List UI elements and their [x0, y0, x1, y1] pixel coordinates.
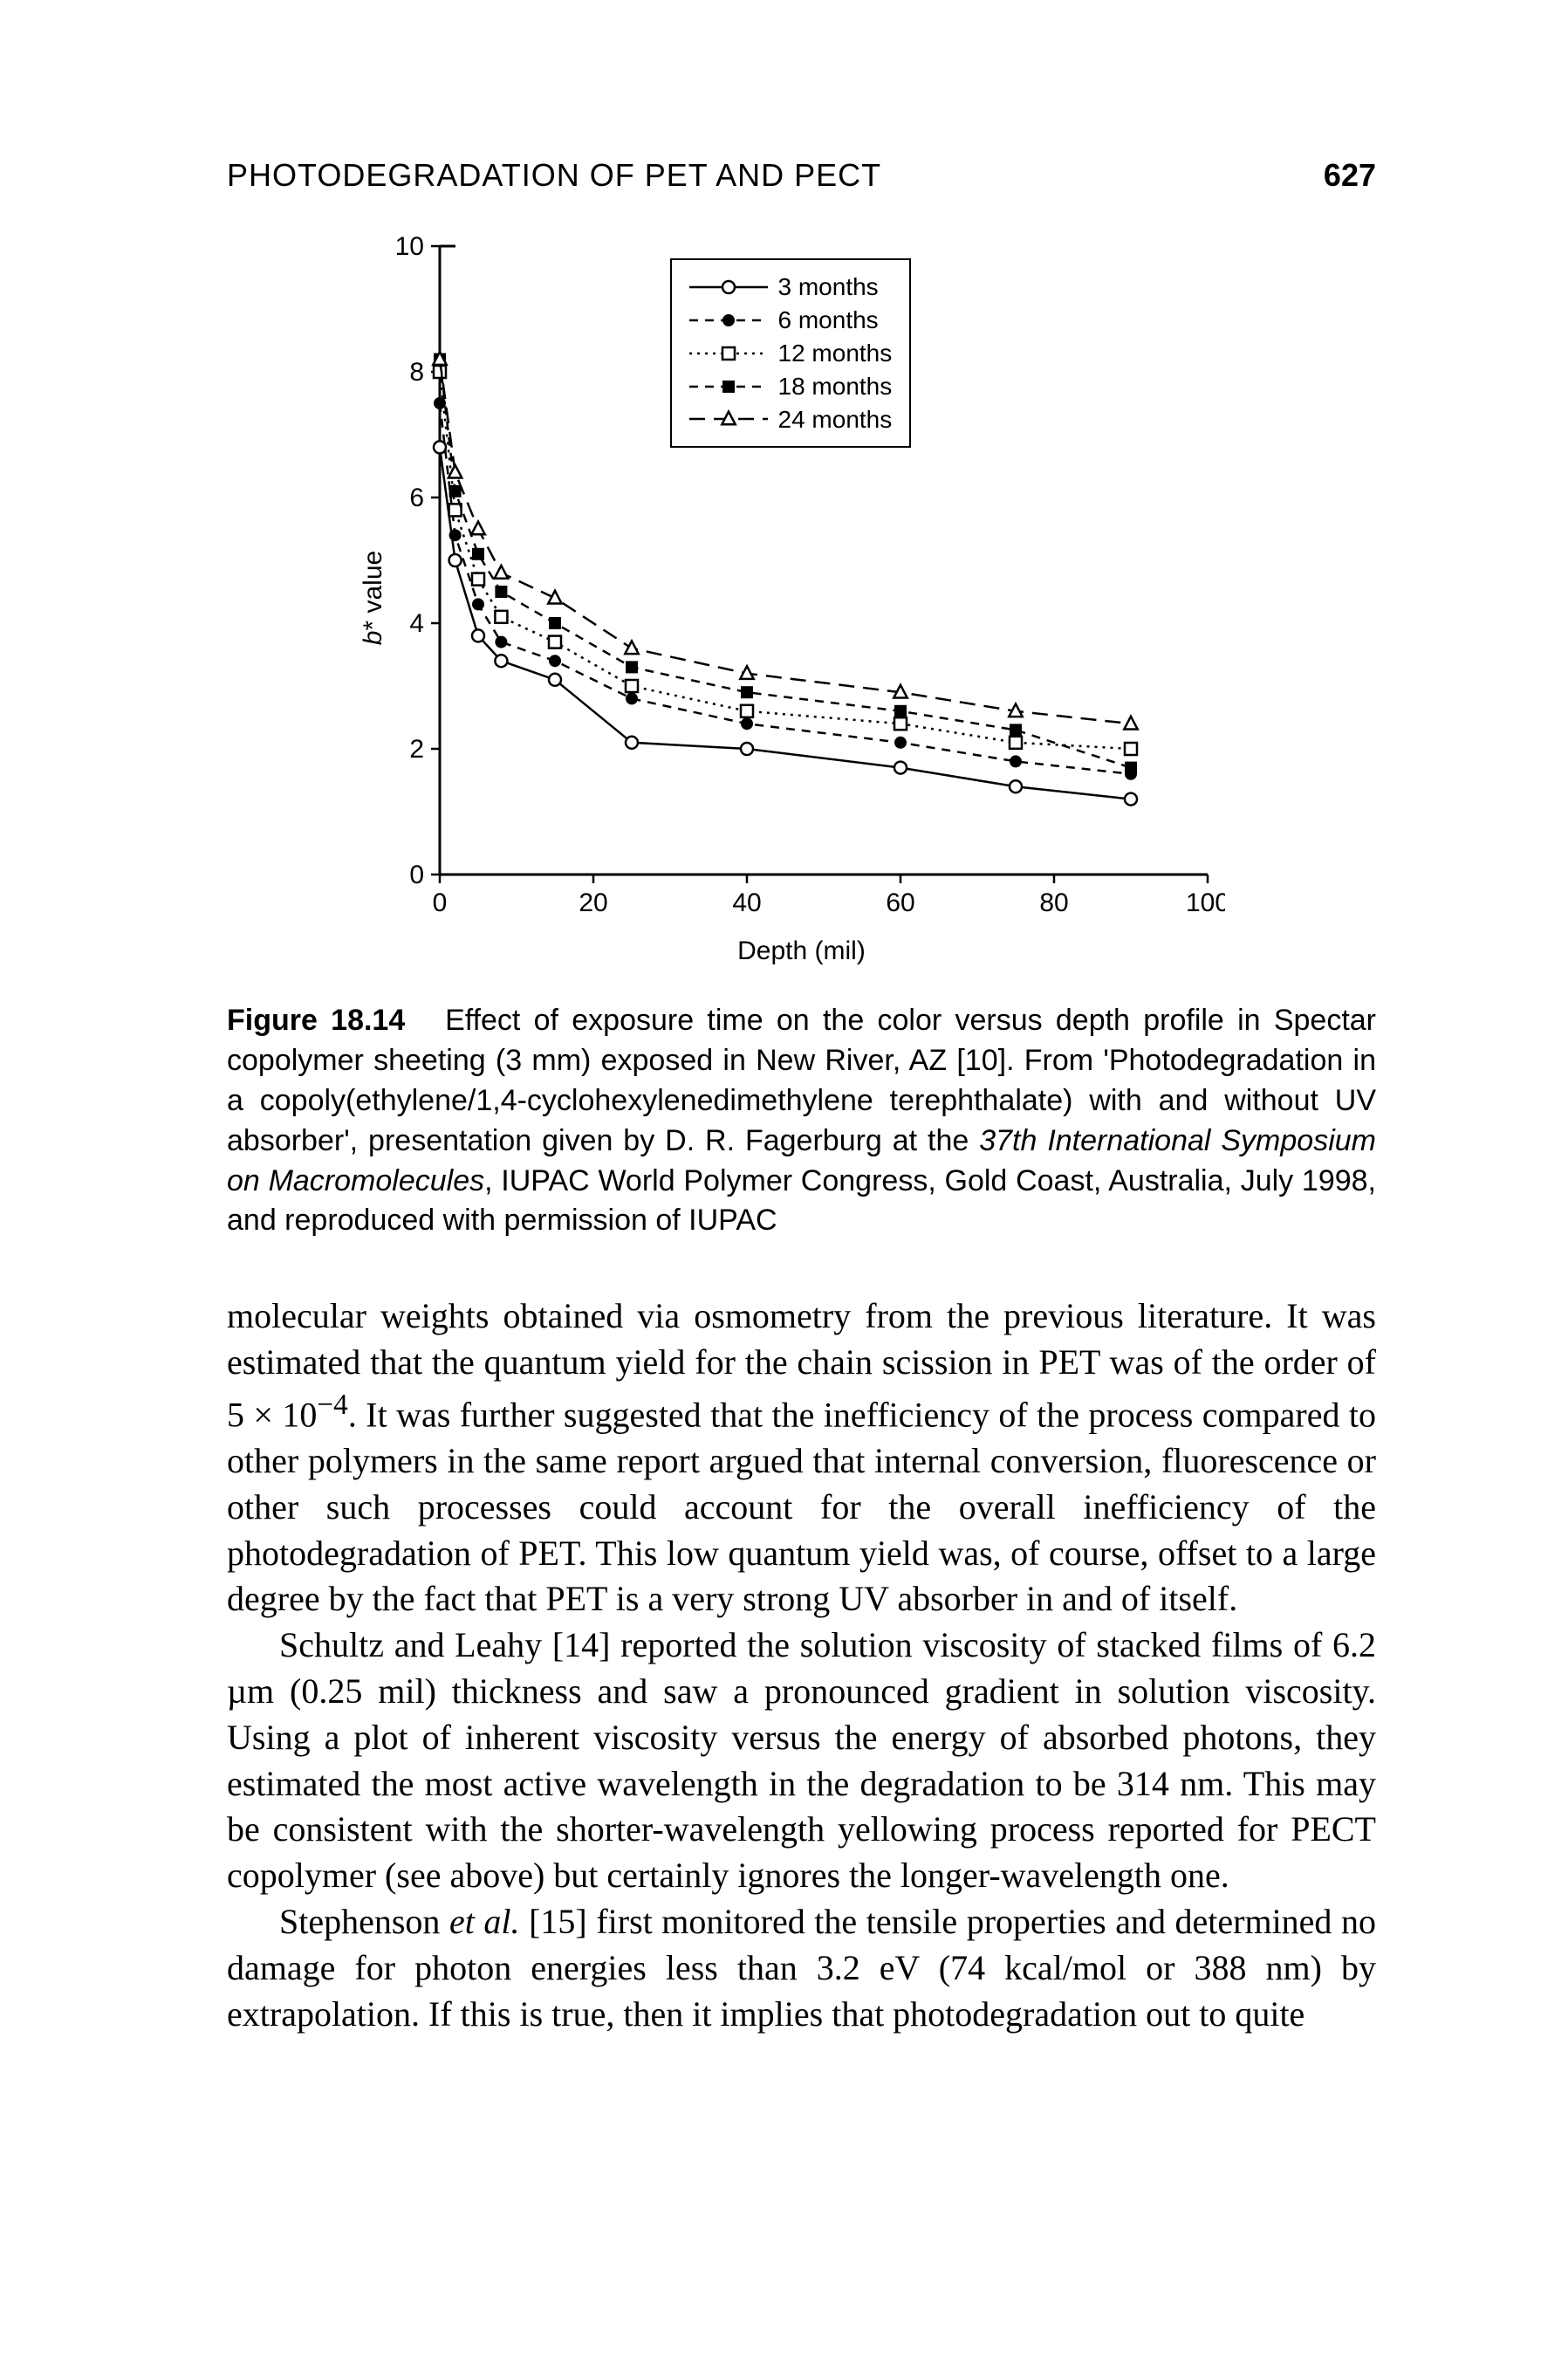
svg-text:10: 10 [394, 232, 423, 261]
legend-label: 12 months [778, 337, 893, 370]
page-number: 627 [1324, 157, 1376, 194]
legend-item: 18 months [689, 370, 893, 403]
legend-item: 12 months [689, 337, 893, 370]
svg-text:0: 0 [432, 888, 447, 917]
svg-text:40: 40 [732, 888, 761, 917]
svg-text:60: 60 [886, 888, 914, 917]
running-head: PHOTODEGRADATION OF PET AND PECT [227, 157, 881, 194]
figure-caption: Figure 18.14 Effect of exposure time on … [227, 1001, 1376, 1241]
body-text: molecular weights obtained via osmometry… [227, 1293, 1376, 2037]
figure-18-14-chart: b* value 0246810020406080100 Depth (mil)… [227, 229, 1376, 966]
paragraph-1: molecular weights obtained via osmometry… [227, 1293, 1376, 1622]
legend-label: 3 months [778, 271, 879, 304]
legend-item: 6 months [689, 304, 893, 337]
legend-item: 24 months [689, 403, 893, 436]
legend-label: 18 months [778, 370, 893, 403]
x-axis-label: Depth (mil) [379, 936, 1225, 966]
svg-text:20: 20 [579, 888, 607, 917]
svg-text:2: 2 [409, 735, 424, 764]
y-axis-label: b* value [359, 550, 388, 644]
svg-text:8: 8 [409, 358, 424, 387]
page-header: PHOTODEGRADATION OF PET AND PECT 627 [227, 157, 1376, 194]
figure-label: Figure 18.14 [227, 1004, 405, 1037]
svg-text:100: 100 [1185, 888, 1224, 917]
svg-text:6: 6 [409, 484, 424, 512]
svg-text:0: 0 [409, 861, 424, 889]
paragraph-3: Stephenson et al. [15] first monitored t… [227, 1899, 1376, 2037]
svg-text:4: 4 [409, 609, 424, 638]
svg-text:80: 80 [1039, 888, 1068, 917]
legend-label: 6 months [778, 304, 879, 337]
paragraph-2: Schultz and Leahy [14] reported the solu… [227, 1622, 1376, 1899]
chart-legend: 3 months6 months12 months18 months24 mon… [670, 258, 912, 448]
legend-item: 3 months [689, 271, 893, 304]
legend-label: 24 months [778, 403, 893, 436]
